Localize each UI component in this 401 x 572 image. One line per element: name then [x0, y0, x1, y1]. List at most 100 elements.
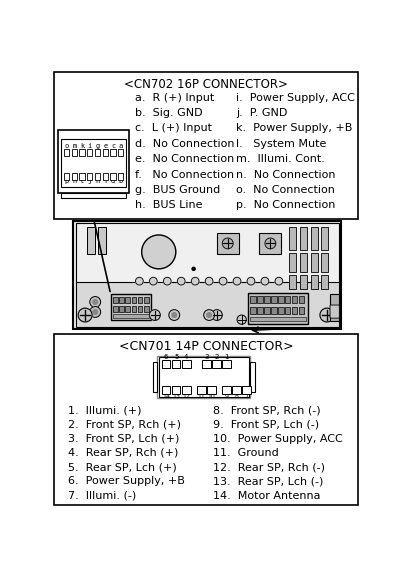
Text: 2: 2 — [214, 353, 218, 360]
Text: 8: 8 — [234, 394, 238, 399]
Bar — [257, 296, 262, 304]
Circle shape — [319, 308, 333, 322]
Circle shape — [264, 238, 275, 249]
Bar — [321, 275, 328, 289]
Text: 3: 3 — [204, 353, 208, 360]
Text: 1.  Illumi. (+): 1. Illumi. (+) — [68, 405, 141, 415]
Text: 13.  Rear SP, Lch (-): 13. Rear SP, Lch (-) — [213, 476, 322, 486]
Circle shape — [168, 309, 179, 320]
Bar — [257, 307, 262, 314]
Text: 6.  Power Supply, +B: 6. Power Supply, +B — [68, 476, 184, 486]
Text: 3.  Front SP, Lch (+): 3. Front SP, Lch (+) — [68, 434, 179, 444]
Bar — [54, 334, 357, 505]
Text: e.  No Connection: e. No Connection — [135, 154, 234, 164]
Bar — [249, 316, 305, 321]
Circle shape — [219, 277, 227, 285]
Text: 1: 1 — [224, 353, 228, 360]
Bar — [207, 386, 215, 394]
Bar — [172, 360, 180, 368]
Text: o.  No Connection: o. No Connection — [236, 185, 334, 195]
Bar — [270, 296, 276, 304]
Text: e: e — [103, 142, 107, 149]
Text: 6: 6 — [164, 353, 168, 360]
Bar — [113, 297, 117, 304]
Text: 13: 13 — [172, 394, 180, 399]
Text: n: n — [72, 178, 76, 184]
Bar — [291, 307, 297, 314]
Bar — [152, 362, 157, 392]
Text: f.   No Connection: f. No Connection — [135, 169, 234, 180]
Circle shape — [237, 315, 246, 324]
Text: k: k — [80, 142, 84, 149]
Text: 14: 14 — [162, 394, 170, 399]
Text: d.  No Connection: d. No Connection — [135, 138, 235, 149]
Bar — [87, 173, 92, 180]
Bar — [288, 253, 295, 272]
Text: a: a — [118, 142, 123, 149]
Bar — [162, 360, 170, 368]
Circle shape — [89, 296, 100, 307]
Bar — [158, 358, 248, 396]
Circle shape — [203, 309, 214, 320]
Text: o: o — [64, 142, 69, 149]
Bar — [247, 293, 308, 324]
Bar — [113, 306, 117, 312]
Bar — [202, 360, 210, 368]
Bar — [182, 360, 190, 368]
Bar — [125, 297, 130, 304]
Circle shape — [247, 277, 254, 285]
Bar — [71, 149, 77, 156]
Bar — [61, 193, 126, 198]
Text: <CN701 14P CONNECTOR>: <CN701 14P CONNECTOR> — [118, 340, 293, 353]
Circle shape — [149, 309, 160, 320]
Circle shape — [233, 277, 240, 285]
Text: 9.  Front SP, Lch (-): 9. Front SP, Lch (-) — [213, 419, 318, 430]
Text: m: m — [72, 142, 76, 149]
Text: j.  P. GND: j. P. GND — [236, 108, 287, 118]
Bar — [299, 227, 306, 251]
Bar — [76, 224, 338, 283]
Bar — [249, 296, 255, 304]
Text: 14.  Motor Antenna: 14. Motor Antenna — [213, 491, 320, 500]
Circle shape — [78, 308, 92, 322]
Circle shape — [149, 277, 157, 285]
Bar — [58, 130, 129, 193]
Text: 8.  Front SP, Rch (-): 8. Front SP, Rch (-) — [213, 405, 320, 415]
Circle shape — [89, 307, 100, 317]
Bar — [102, 149, 108, 156]
Bar — [259, 233, 281, 254]
Bar — [119, 306, 124, 312]
Bar — [222, 386, 230, 394]
Bar — [95, 149, 100, 156]
Text: j: j — [87, 178, 92, 184]
Bar — [263, 296, 269, 304]
Bar — [95, 173, 100, 180]
Text: k.  Power Supply, +B: k. Power Supply, +B — [236, 124, 352, 133]
Text: b.  Sig. GND: b. Sig. GND — [135, 108, 203, 118]
Text: 7: 7 — [244, 394, 248, 399]
Circle shape — [274, 277, 282, 285]
Bar — [298, 307, 304, 314]
Text: g: g — [95, 142, 99, 149]
Circle shape — [141, 235, 175, 269]
Text: f: f — [103, 178, 107, 184]
Circle shape — [93, 300, 97, 304]
Bar — [310, 275, 317, 289]
Bar — [73, 221, 340, 329]
Bar — [298, 296, 304, 304]
Bar — [310, 253, 317, 272]
Text: m.  Illumi. Cont.: m. Illumi. Cont. — [236, 154, 324, 164]
FancyBboxPatch shape — [329, 305, 338, 318]
Circle shape — [191, 277, 198, 285]
Bar — [288, 227, 295, 251]
Bar — [216, 233, 238, 254]
Bar — [87, 227, 95, 254]
Bar — [196, 386, 205, 394]
Circle shape — [172, 313, 176, 317]
Bar — [64, 149, 69, 156]
Bar — [71, 173, 77, 180]
Circle shape — [192, 267, 195, 271]
Text: h: h — [95, 178, 99, 184]
Bar — [182, 386, 190, 394]
Bar — [299, 253, 306, 272]
